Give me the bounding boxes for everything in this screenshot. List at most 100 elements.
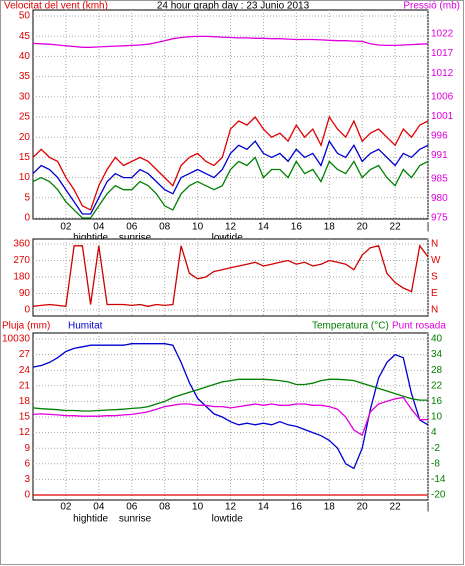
y2-tick-label: 985 xyxy=(431,173,448,184)
y2-tick-label: -14 xyxy=(431,474,446,485)
y2-tick-label: 40 xyxy=(431,334,443,345)
series-line xyxy=(32,343,429,470)
y-tick-label: 0 xyxy=(24,305,30,316)
annotation: hightide xyxy=(73,233,108,244)
y2-tick-label: 996 xyxy=(431,130,448,141)
y-tick-label: 35 xyxy=(19,71,31,82)
y-tick-label: 40 xyxy=(19,51,31,62)
x-tick-label: 12 xyxy=(225,222,237,233)
y2-tick-label: N xyxy=(431,305,438,316)
y-tick-label: 5 xyxy=(24,192,30,203)
series-line xyxy=(32,378,428,412)
y-tick-label: 0 xyxy=(24,490,30,501)
x-tick-label: 12 xyxy=(225,502,237,513)
y-tick-label: 18 xyxy=(19,396,31,407)
y-tick-label: 360 xyxy=(13,239,30,250)
x-tick-label: | xyxy=(427,222,430,233)
y-axis-label: Velocitat del vent (kmh) xyxy=(4,1,108,12)
series-line xyxy=(32,35,429,48)
chart-title: 24 hour graph day : 23 Junio 2013 xyxy=(157,1,310,12)
series-line xyxy=(32,139,429,215)
y-tick-label: 30 xyxy=(19,334,31,345)
series-line xyxy=(32,115,429,211)
y2-tick-label: W xyxy=(431,255,441,266)
y2-tick-label: 10 xyxy=(431,412,443,423)
x-tick-label: | xyxy=(427,502,430,513)
y-tick-label: 15 xyxy=(19,152,31,163)
x-tick-label: 02 xyxy=(60,222,72,233)
x-tick-label: 04 xyxy=(93,502,105,513)
x-tick-label: 10 xyxy=(192,222,204,233)
y-tick-label: 10 xyxy=(19,172,31,183)
series-line xyxy=(32,156,429,219)
x-tick-label: 18 xyxy=(324,502,336,513)
y-tick-label: 24 xyxy=(19,365,31,376)
x-tick-label: 16 xyxy=(291,222,303,233)
y-tick-label: 45 xyxy=(19,31,31,42)
x-tick-label: 22 xyxy=(390,222,402,233)
y2-tick-label: N xyxy=(431,239,438,250)
y2-tick-label: E xyxy=(431,288,438,299)
y2-tick-label: 16 xyxy=(431,396,443,407)
y2-tick-label: 975 xyxy=(431,213,448,224)
y2-tick-label: 1022 xyxy=(431,29,454,40)
y-tick-label: 9 xyxy=(24,443,30,454)
y-tick-label: 30 xyxy=(19,91,31,102)
y2-tick-label: -8 xyxy=(431,458,440,469)
x-tick-label: 14 xyxy=(258,502,270,513)
y-tick-label: 3 xyxy=(24,474,30,485)
y2-tick-label: 34 xyxy=(431,349,443,360)
y2-tick-label: 1001 xyxy=(431,111,454,122)
x-tick-label: 16 xyxy=(291,502,303,513)
y2-tick-label: 4 xyxy=(431,427,437,438)
x-tick-label: 20 xyxy=(357,222,369,233)
series-line xyxy=(32,244,429,308)
y2-tick-label: 991 xyxy=(431,150,448,161)
legend-label: Temperatura (°C) xyxy=(312,321,389,332)
x-tick-label: 18 xyxy=(324,222,336,233)
y-tick-label: 50 xyxy=(19,11,31,22)
y-tick-label: 27 xyxy=(19,349,31,360)
y2-tick-label: 980 xyxy=(431,193,448,204)
x-tick-label: 04 xyxy=(93,222,105,233)
y-tick-label: 25 xyxy=(19,112,31,123)
x-tick-label: 10 xyxy=(192,502,204,513)
y2-tick-label: 1012 xyxy=(431,68,454,79)
legend-label: Pluja (mm) xyxy=(2,321,50,332)
y-tick-label: 90 xyxy=(19,288,31,299)
annotation: sunrise xyxy=(119,233,152,244)
y-tick-label: 20 xyxy=(19,132,31,143)
y-tick-label: 6 xyxy=(24,458,30,469)
legend-label: Punt rosada xyxy=(392,321,446,332)
y-tick-label: 15 xyxy=(19,412,31,423)
y-tick-label: 12 xyxy=(19,427,31,438)
annotation: lowtide xyxy=(212,233,244,244)
y2-axis-label: Pressió (mb) xyxy=(403,1,460,12)
x-tick-label: 06 xyxy=(126,222,138,233)
y2-tick-label: 1006 xyxy=(431,91,454,102)
y2-tick-label: 22 xyxy=(431,380,443,391)
x-tick-label: 08 xyxy=(159,502,171,513)
x-tick-label: 06 xyxy=(126,502,138,513)
annotation: hightide xyxy=(73,514,108,525)
y2-tick-label: -2 xyxy=(431,443,440,454)
legend-label: Humitat xyxy=(68,321,103,332)
x-tick-label: 08 xyxy=(159,222,171,233)
y-tick-label: 0 xyxy=(24,213,30,224)
series-line xyxy=(32,396,428,437)
y2-tick-label: S xyxy=(431,272,438,283)
x-tick-label: 20 xyxy=(357,502,369,513)
x-tick-label: 14 xyxy=(258,222,270,233)
annotation: lowtide xyxy=(212,514,244,525)
y3-tick-label: 100 xyxy=(2,334,19,345)
y-tick-label: 270 xyxy=(13,255,30,266)
x-tick-label: 22 xyxy=(390,502,402,513)
y2-tick-label: -20 xyxy=(431,490,446,501)
y-tick-label: 21 xyxy=(19,380,31,391)
y2-tick-label: 1017 xyxy=(431,48,454,59)
x-tick-label: 02 xyxy=(60,502,72,513)
annotation: sunrise xyxy=(119,514,152,525)
y-tick-label: 180 xyxy=(13,272,30,283)
plot-frame xyxy=(32,238,429,317)
